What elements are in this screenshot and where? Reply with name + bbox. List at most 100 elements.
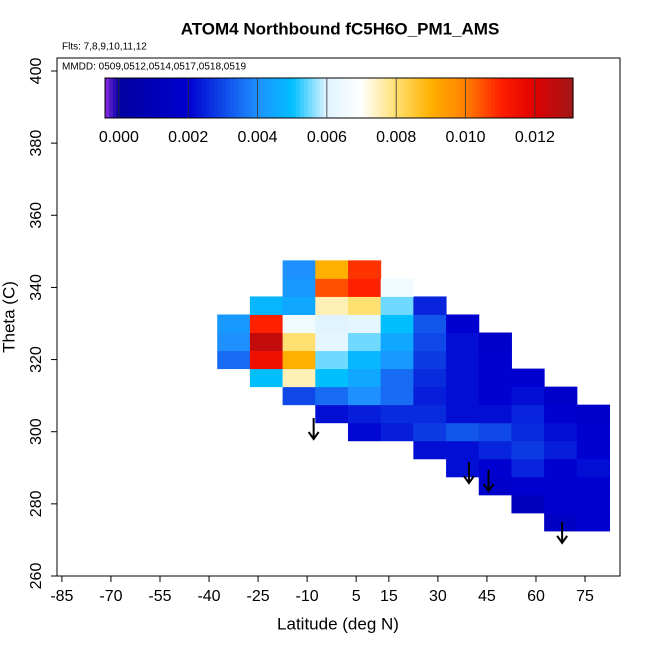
colorbar-segment xyxy=(155,78,161,118)
colorbar-segment xyxy=(222,78,227,118)
arrow-head xyxy=(482,483,495,493)
colorbar-segment xyxy=(335,78,340,118)
colorbar-segment xyxy=(327,78,332,118)
colorbar-segment xyxy=(218,78,223,118)
heatmap-cell xyxy=(347,260,382,279)
colorbar-segment xyxy=(518,78,523,118)
x-tick-label: -25 xyxy=(247,588,270,605)
arrow xyxy=(307,418,320,441)
colorbar-segment xyxy=(128,78,133,118)
colorbar-segment xyxy=(491,78,496,118)
colorbar-segment xyxy=(452,78,457,118)
heatmap-cell xyxy=(478,404,512,424)
heatmap-cell xyxy=(380,350,414,370)
heatmap-cell xyxy=(282,296,316,315)
colorbar-segment xyxy=(105,78,110,118)
y-tick-label: 300 xyxy=(28,418,45,445)
heatmap-cell xyxy=(315,368,349,388)
colorbar-segment xyxy=(225,78,231,118)
colorbar-segment xyxy=(526,78,531,118)
colorbar-segment xyxy=(292,78,297,118)
colorbar-segment xyxy=(479,78,484,118)
heatmap-cell xyxy=(217,314,251,334)
subtitle: Flts: 7,8,9,10,11,12 xyxy=(62,42,147,53)
heatmap-cell xyxy=(380,296,414,315)
colorbar-segment xyxy=(514,78,519,118)
heatmap-cell xyxy=(217,350,251,370)
heatmap-cell xyxy=(347,278,382,297)
colorbar-segment xyxy=(475,78,480,118)
heatmap-cell xyxy=(511,440,545,460)
x-tick-label: 30 xyxy=(429,588,447,605)
colorbar-segment xyxy=(229,78,235,118)
colorbar-segment xyxy=(467,78,473,118)
heatmap-cell xyxy=(249,368,284,388)
y-tick-label: 360 xyxy=(28,202,45,229)
colorbar-segment xyxy=(569,78,574,118)
heatmap-cell xyxy=(413,350,447,370)
heatmap-cell xyxy=(511,404,545,424)
heatmap-cell xyxy=(511,386,545,406)
heatmap-cell xyxy=(544,494,578,514)
colorbar-segment xyxy=(565,78,570,118)
colorbar-segment xyxy=(456,78,461,118)
y-tick-label: 340 xyxy=(28,274,45,301)
heatmap-cell xyxy=(544,404,578,424)
colorbar-segment xyxy=(522,78,527,118)
colorbar-segment xyxy=(444,78,449,118)
colorbar-segment xyxy=(557,78,562,118)
colorbar-segment xyxy=(132,78,137,118)
colorbar-segment xyxy=(171,78,176,118)
colorbar-segment xyxy=(245,78,250,118)
x-axis-label: Latitude (deg N) xyxy=(277,614,399,633)
colorbar-segment xyxy=(140,78,145,118)
colorbar-segment xyxy=(268,78,274,118)
heatmap-cell xyxy=(413,314,447,334)
heatmap-cell xyxy=(380,278,414,297)
colorbar-segment xyxy=(163,78,168,118)
colorbar-segment xyxy=(436,78,441,118)
colorbar-segment xyxy=(296,78,301,118)
colorbar-segment xyxy=(202,78,207,118)
arrow xyxy=(482,469,495,493)
heatmap-cell xyxy=(576,458,611,478)
colorbar-segment xyxy=(210,78,215,118)
colorbar-segment xyxy=(339,78,344,118)
colorbar-tick-label: 0.002 xyxy=(168,129,208,146)
colorbar-segment xyxy=(495,78,500,118)
x-tick-label: -40 xyxy=(197,588,220,605)
colorbar-segment xyxy=(264,78,270,118)
colorbar-segment xyxy=(179,78,184,118)
heatmap-cell xyxy=(249,314,284,334)
heatmap-cell xyxy=(347,350,382,370)
heatmap-cell xyxy=(413,422,447,442)
colorbar-segment xyxy=(112,78,118,118)
arrow-head xyxy=(556,535,568,545)
y-tick-label: 260 xyxy=(28,563,45,590)
colorbar-segment xyxy=(506,78,512,118)
heatmap-cell xyxy=(478,476,512,496)
heatmap-cell xyxy=(478,422,512,442)
heatmap-cell xyxy=(511,458,545,478)
colorbar-segment xyxy=(420,78,426,118)
colorbar-segment xyxy=(374,78,379,118)
colorbar-segment xyxy=(342,78,348,118)
colorbar-segment xyxy=(276,78,282,118)
heatmap-cell xyxy=(478,440,512,460)
colorbar-tick-label: 0.010 xyxy=(446,129,486,146)
colorbar-segment xyxy=(354,78,360,118)
colorbar-segment xyxy=(553,78,558,118)
heatmap-cell xyxy=(446,440,480,460)
colorbar-segment xyxy=(151,78,157,118)
colorbar-segment xyxy=(233,78,239,118)
heatmap-cell xyxy=(576,512,611,532)
heatmap-cell xyxy=(446,332,480,352)
y-tick-label: 280 xyxy=(28,490,45,517)
colorbar-segment xyxy=(167,78,172,118)
heatmap-cell xyxy=(576,476,611,496)
heatmap-cell xyxy=(347,422,382,442)
heatmap-cell xyxy=(380,422,414,442)
colorbar-tick-label: 0.012 xyxy=(515,129,555,146)
heatmap-cell xyxy=(315,314,349,334)
colorbar-segment xyxy=(288,78,293,118)
